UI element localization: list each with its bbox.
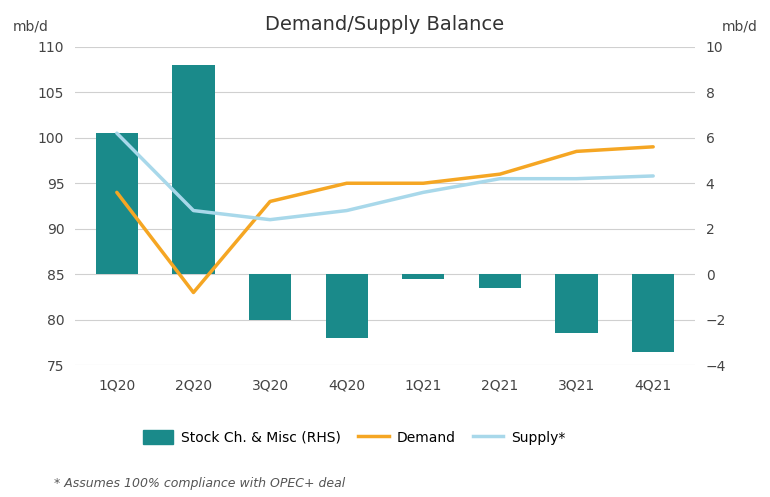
Bar	[479, 274, 521, 288]
Text: mb/d: mb/d	[721, 20, 758, 34]
Text: mb/d: mb/d	[12, 20, 49, 34]
Text: * Assumes 100% compliance with OPEC+ deal: * Assumes 100% compliance with OPEC+ dea…	[54, 477, 345, 490]
Bar	[172, 65, 215, 274]
Title: Demand/Supply Balance: Demand/Supply Balance	[266, 15, 504, 34]
Bar	[95, 133, 138, 274]
Legend: Stock Ch. & Misc (RHS), Demand, Supply*: Stock Ch. & Misc (RHS), Demand, Supply*	[137, 424, 571, 450]
Bar	[326, 274, 368, 338]
Bar	[632, 274, 675, 352]
Bar	[555, 274, 598, 333]
Bar	[402, 274, 444, 279]
Bar	[249, 274, 291, 320]
